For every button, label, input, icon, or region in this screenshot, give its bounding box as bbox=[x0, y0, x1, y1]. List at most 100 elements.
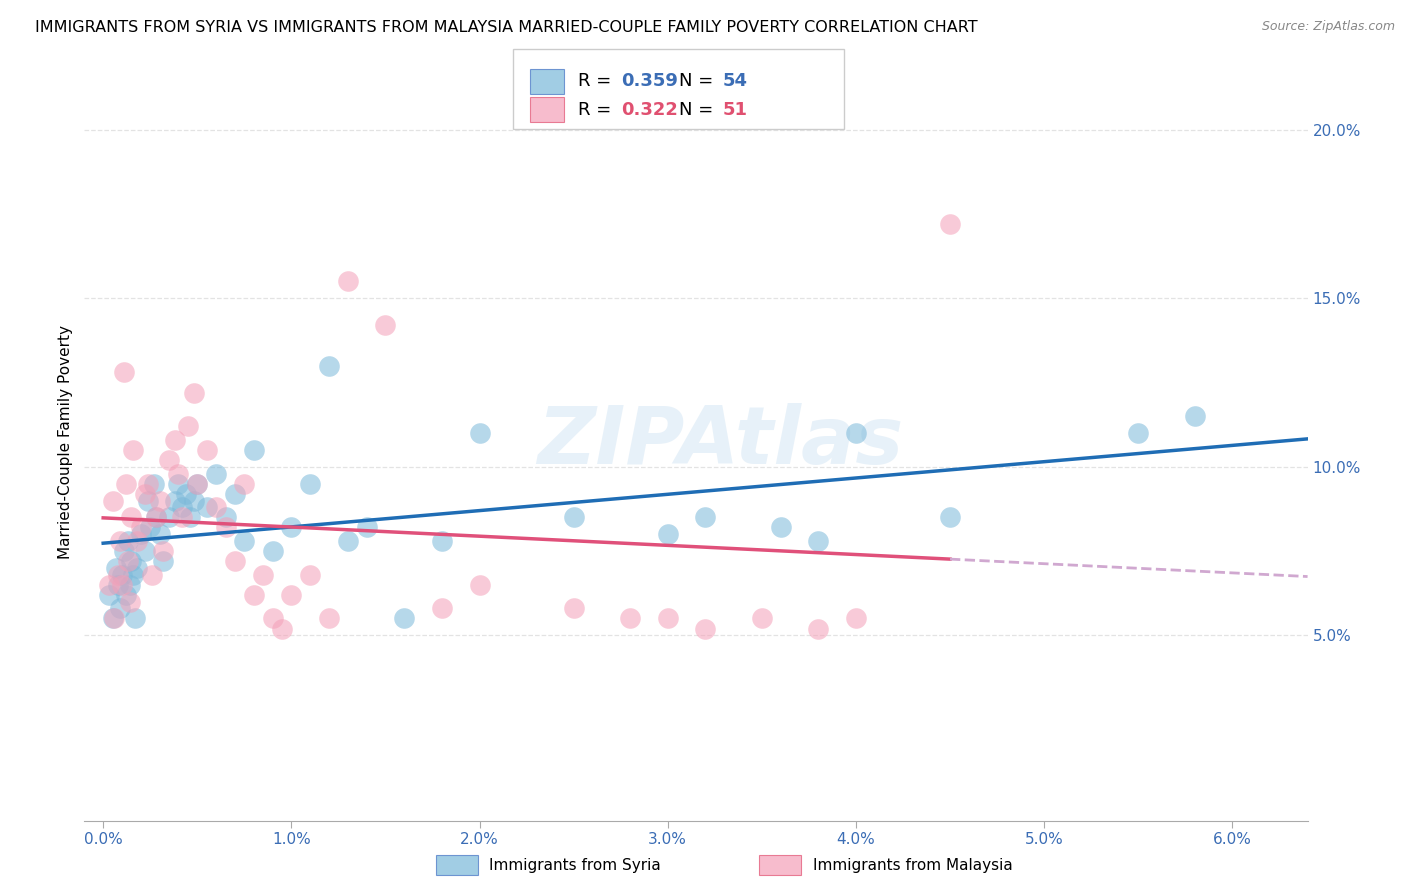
Point bbox=[122, 567, 145, 582]
Point bbox=[205, 467, 228, 481]
Point bbox=[174, 487, 197, 501]
Point bbox=[195, 442, 218, 457]
Point bbox=[118, 578, 141, 592]
Point bbox=[233, 476, 256, 491]
Text: 0.359: 0.359 bbox=[621, 72, 678, 90]
Text: ZIPAtlas: ZIPAtlas bbox=[537, 402, 904, 481]
Point bbox=[468, 426, 491, 441]
Point bbox=[157, 453, 180, 467]
Point bbox=[394, 611, 416, 625]
Point bbox=[562, 510, 585, 524]
Point bbox=[262, 611, 284, 625]
Point bbox=[138, 476, 160, 491]
Text: 0.322: 0.322 bbox=[621, 101, 678, 119]
Point bbox=[134, 544, 156, 558]
Point bbox=[318, 359, 340, 373]
Point bbox=[117, 554, 139, 568]
Point bbox=[125, 561, 148, 575]
Point bbox=[939, 510, 962, 524]
Text: R =: R = bbox=[578, 101, 617, 119]
Point bbox=[1128, 426, 1150, 441]
Point bbox=[299, 567, 322, 582]
Point bbox=[252, 567, 274, 582]
Point bbox=[214, 510, 236, 524]
Point bbox=[374, 318, 396, 333]
Point bbox=[111, 567, 134, 582]
Point bbox=[167, 467, 190, 481]
Point bbox=[195, 500, 218, 515]
Point bbox=[141, 567, 163, 582]
Point bbox=[336, 533, 359, 548]
Point bbox=[134, 487, 156, 501]
Point bbox=[430, 601, 453, 615]
Point bbox=[101, 611, 124, 625]
Point bbox=[271, 622, 294, 636]
Point bbox=[97, 588, 120, 602]
Point bbox=[117, 533, 139, 548]
Text: IMMIGRANTS FROM SYRIA VS IMMIGRANTS FROM MALAYSIA MARRIED-COUPLE FAMILY POVERTY : IMMIGRANTS FROM SYRIA VS IMMIGRANTS FROM… bbox=[35, 20, 977, 35]
Point bbox=[807, 533, 830, 548]
Point bbox=[356, 520, 378, 534]
Point bbox=[619, 611, 641, 625]
Text: 51: 51 bbox=[723, 101, 748, 119]
Text: N =: N = bbox=[679, 72, 718, 90]
Point bbox=[108, 533, 131, 548]
Point bbox=[172, 510, 194, 524]
Point bbox=[145, 510, 167, 524]
Point bbox=[103, 611, 125, 625]
Point bbox=[101, 493, 124, 508]
Point bbox=[299, 476, 322, 491]
Point bbox=[262, 544, 284, 558]
Point bbox=[205, 500, 228, 515]
Point bbox=[114, 476, 136, 491]
Point bbox=[139, 520, 162, 534]
Point bbox=[562, 601, 585, 615]
Point bbox=[214, 520, 236, 534]
Point bbox=[152, 544, 174, 558]
Point bbox=[112, 366, 135, 380]
Point bbox=[242, 442, 264, 457]
Point bbox=[167, 476, 190, 491]
Point bbox=[242, 588, 264, 602]
Text: 54: 54 bbox=[723, 72, 748, 90]
Point bbox=[114, 588, 136, 602]
Text: R =: R = bbox=[578, 72, 617, 90]
Text: Immigrants from Malaysia: Immigrants from Malaysia bbox=[813, 858, 1012, 872]
Point bbox=[280, 588, 302, 602]
Point bbox=[179, 510, 201, 524]
Point bbox=[695, 622, 717, 636]
Point bbox=[233, 533, 256, 548]
Point bbox=[845, 426, 868, 441]
Point bbox=[1184, 409, 1206, 424]
Point bbox=[751, 611, 773, 625]
Point bbox=[163, 493, 186, 508]
Point bbox=[118, 594, 141, 608]
Point bbox=[105, 561, 128, 575]
Point bbox=[336, 275, 359, 289]
Point bbox=[112, 544, 135, 558]
Point bbox=[224, 487, 246, 501]
Point bbox=[145, 510, 167, 524]
Point bbox=[149, 527, 172, 541]
Point bbox=[183, 493, 205, 508]
Y-axis label: Married-Couple Family Poverty: Married-Couple Family Poverty bbox=[58, 325, 73, 558]
Point bbox=[177, 419, 200, 434]
Point bbox=[122, 442, 145, 457]
Point bbox=[163, 433, 186, 447]
Point bbox=[845, 611, 868, 625]
Point bbox=[129, 527, 152, 541]
Point bbox=[125, 533, 148, 548]
Point bbox=[186, 476, 208, 491]
Point bbox=[183, 385, 205, 400]
Point bbox=[138, 493, 160, 508]
Point bbox=[172, 500, 194, 515]
Point bbox=[318, 611, 340, 625]
Point bbox=[807, 622, 830, 636]
Point bbox=[97, 578, 120, 592]
Text: Immigrants from Syria: Immigrants from Syria bbox=[489, 858, 661, 872]
Text: Source: ZipAtlas.com: Source: ZipAtlas.com bbox=[1261, 20, 1395, 33]
Point bbox=[157, 510, 180, 524]
Point bbox=[124, 611, 146, 625]
Point bbox=[430, 533, 453, 548]
Point bbox=[108, 601, 131, 615]
